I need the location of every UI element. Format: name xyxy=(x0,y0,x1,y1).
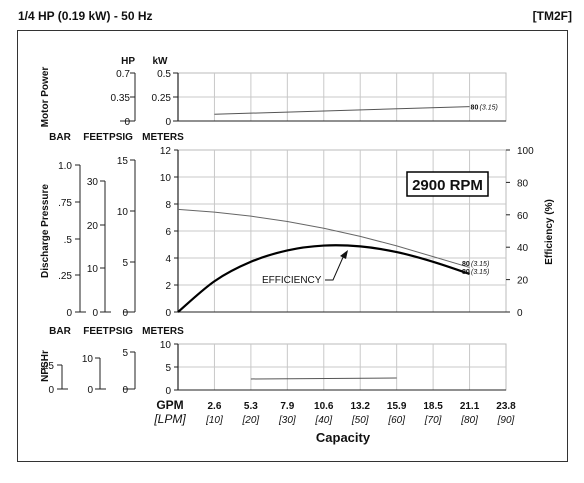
x-tick-lpm: [40] xyxy=(314,415,332,426)
npshr-curve xyxy=(250,377,397,380)
x-tick-lpm: [60] xyxy=(387,415,405,426)
discharge-pressure-label: Discharge Pressure xyxy=(40,184,51,278)
feet-tick-label: 10 xyxy=(87,264,99,275)
x-tick-gpm: 7.9 xyxy=(280,401,294,412)
npshr-meters-tick-label: 0 xyxy=(165,386,171,397)
x-tick-lpm: [20] xyxy=(242,415,260,426)
x-tick-gpm: 13.2 xyxy=(350,401,370,412)
efficiency-tick-label: 40 xyxy=(517,243,529,254)
efficiency-curve xyxy=(177,244,470,313)
efficiency-tick-label: 60 xyxy=(517,211,529,222)
x-tick-lpm: [80] xyxy=(460,415,478,426)
rpm-box xyxy=(406,171,489,197)
meters-tick-label: 12 xyxy=(160,146,172,157)
npshr-label: NPSHr xyxy=(40,350,51,382)
x-tick-lpm: [50] xyxy=(351,415,369,426)
x-axis-gpm-label: GPM xyxy=(156,398,183,412)
x-tick-lpm: [30] xyxy=(278,415,296,426)
meters-tick-label: 2 xyxy=(165,281,171,292)
power-curve-label: 80 xyxy=(471,105,479,112)
rpm-label: 2900 RPM xyxy=(412,177,483,194)
hp-tick-label: 0.35 xyxy=(111,93,131,104)
bar-tick-label: 0 xyxy=(66,308,72,319)
efficiency-tick-label: 100 xyxy=(517,146,534,157)
meters-tick-label: 8 xyxy=(165,200,171,211)
x-tick-gpm: 15.9 xyxy=(387,401,407,412)
psig-tick-label: 0 xyxy=(122,308,128,319)
npshr-meters-tick-label: 5 xyxy=(165,363,171,374)
efficiency-tick-label: 80 xyxy=(517,178,529,189)
psig-tick-label: 15 xyxy=(117,156,129,167)
npshr-meters-tick-label: 10 xyxy=(160,340,172,351)
npshr-unit-psig: PSIG xyxy=(109,326,133,337)
chart-frame xyxy=(17,30,568,462)
chart-title: 1/4 HP (0.19 kW) - 50 Hz xyxy=(18,9,153,23)
x-tick-gpm: 21.1 xyxy=(460,401,480,412)
power-curve-label-mm: (3.15) xyxy=(480,105,498,112)
x-axis-title: Capacity xyxy=(316,430,371,445)
hp-tick-label: 0.7 xyxy=(116,69,130,80)
bar-tick-label: .25 xyxy=(58,271,72,282)
npshr-feet-tick-label: 10 xyxy=(82,354,94,365)
discharge-unit-bar: BAR xyxy=(49,132,71,143)
x-tick-gpm: 23.8 xyxy=(496,401,516,412)
kw-tick-label: 0.25 xyxy=(152,93,172,104)
hp-tick-label: 0 xyxy=(124,117,130,128)
head-curve-label-mm: (3.15) xyxy=(471,261,489,268)
discharge-unit-psig: PSIG xyxy=(109,132,133,143)
npshr-psig-tick-label: 0 xyxy=(122,385,128,396)
npshr-bar-tick-label: .25 xyxy=(40,361,54,372)
discharge-unit-meters: METERS xyxy=(142,132,184,143)
bar-tick-label: .75 xyxy=(58,198,72,209)
model-code: [TM2F] xyxy=(532,9,572,23)
efficiency-leader-arrowhead xyxy=(340,250,348,259)
x-tick-gpm: 2.6 xyxy=(207,401,221,412)
x-tick-gpm: 10.6 xyxy=(314,401,334,412)
feet-tick-label: 30 xyxy=(87,177,99,188)
npshr-unit-feet: FEET xyxy=(83,326,109,337)
x-tick-lpm: [10] xyxy=(205,415,223,426)
feet-tick-label: 0 xyxy=(92,308,98,319)
meters-tick-label: 10 xyxy=(160,173,172,184)
head-curve-label: 80 xyxy=(462,261,470,268)
npshr-bar-tick-label: 0 xyxy=(48,385,54,396)
npshr-unit-bar: BAR xyxy=(49,326,71,337)
power-curve xyxy=(214,106,470,115)
x-tick-lpm: [90] xyxy=(497,415,515,426)
meters-tick-label: 6 xyxy=(165,227,171,238)
efficiency-curve-label-mm: (3.15) xyxy=(471,269,489,276)
efficiency-annotation: EFFICIENCY xyxy=(262,275,322,286)
efficiency-tick-label: 0 xyxy=(517,308,523,319)
npshr-feet-tick-label: 0 xyxy=(87,385,93,396)
efficiency-axis-label: Efficiency (%) xyxy=(544,199,555,265)
power-unit-hp: HP xyxy=(121,56,135,67)
head-curve xyxy=(177,208,470,268)
feet-tick-label: 20 xyxy=(87,221,99,232)
x-tick-gpm: 18.5 xyxy=(423,401,443,412)
motor-power-label: Motor Power xyxy=(40,67,51,128)
discharge-unit-feet: FEET xyxy=(83,132,109,143)
x-axis-lpm-label: [LPM] xyxy=(153,412,186,426)
bar-tick-label: .5 xyxy=(64,235,73,246)
efficiency-leader-line xyxy=(325,254,345,281)
psig-tick-label: 5 xyxy=(122,258,128,269)
power-unit-kw: kW xyxy=(153,56,169,67)
kw-tick-label: 0 xyxy=(165,117,171,128)
meters-tick-label: 4 xyxy=(165,254,171,265)
x-tick-lpm: [70] xyxy=(424,415,442,426)
meters-tick-label: 0 xyxy=(165,308,171,319)
npshr-psig-tick-label: 5 xyxy=(122,348,128,359)
efficiency-tick-label: 20 xyxy=(517,276,529,287)
x-tick-gpm: 5.3 xyxy=(244,401,258,412)
npshr-unit-meters: METERS xyxy=(142,326,184,337)
kw-tick-label: 0.5 xyxy=(157,69,171,80)
bar-tick-label: 1.0 xyxy=(58,161,72,172)
psig-tick-label: 10 xyxy=(117,207,129,218)
efficiency-curve-label: 80 xyxy=(462,269,470,276)
